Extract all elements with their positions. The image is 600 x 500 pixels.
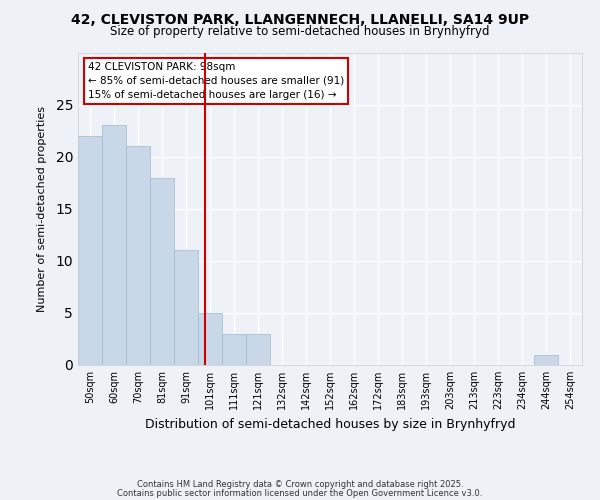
Bar <box>78 136 102 365</box>
Bar <box>150 178 174 365</box>
Text: Contains HM Land Registry data © Crown copyright and database right 2025.: Contains HM Land Registry data © Crown c… <box>137 480 463 489</box>
Text: Contains public sector information licensed under the Open Government Licence v3: Contains public sector information licen… <box>118 488 482 498</box>
Bar <box>102 126 126 365</box>
Bar <box>198 313 222 365</box>
Y-axis label: Number of semi-detached properties: Number of semi-detached properties <box>37 106 47 312</box>
Text: 42 CLEVISTON PARK: 98sqm
← 85% of semi-detached houses are smaller (91)
15% of s: 42 CLEVISTON PARK: 98sqm ← 85% of semi-d… <box>88 62 344 100</box>
Text: 42, CLEVISTON PARK, LLANGENNECH, LLANELLI, SA14 9UP: 42, CLEVISTON PARK, LLANGENNECH, LLANELL… <box>71 12 529 26</box>
Bar <box>126 146 150 365</box>
Text: Size of property relative to semi-detached houses in Brynhyfryd: Size of property relative to semi-detach… <box>110 25 490 38</box>
Bar <box>174 250 198 365</box>
Bar <box>534 354 558 365</box>
Bar <box>246 334 270 365</box>
X-axis label: Distribution of semi-detached houses by size in Brynhyfryd: Distribution of semi-detached houses by … <box>145 418 515 430</box>
Bar <box>222 334 246 365</box>
